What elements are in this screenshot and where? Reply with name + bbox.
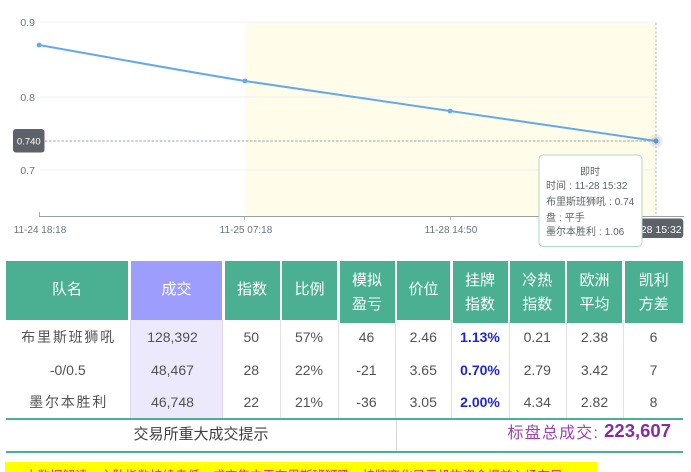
svg-text:0.9: 0.9 <box>20 17 35 29</box>
svg-text:即时: 即时 <box>580 166 600 178</box>
svg-text:11-24 18:18: 11-24 18:18 <box>14 225 67 236</box>
svg-text:0.740: 0.740 <box>17 136 41 147</box>
svg-text:墨尔本胜利:1.06: 墨尔本胜利:1.06 <box>546 225 625 238</box>
svg-text:11-25 07:18: 11-25 07:18 <box>220 225 273 236</box>
svg-text:布里斯班狮吼:0.74: 布里斯班狮吼:0.74 <box>546 195 635 208</box>
svg-text:盘:平手: 盘: 平手 <box>546 211 585 224</box>
svg-text:0.7: 0.7 <box>20 165 35 177</box>
svg-text:11-28 14:50: 11-28 14:50 <box>425 225 478 236</box>
svg-text:0.8: 0.8 <box>20 92 35 104</box>
svg-text:时间:11-28 15:32: 时间:11-28 15:32 <box>546 179 628 192</box>
